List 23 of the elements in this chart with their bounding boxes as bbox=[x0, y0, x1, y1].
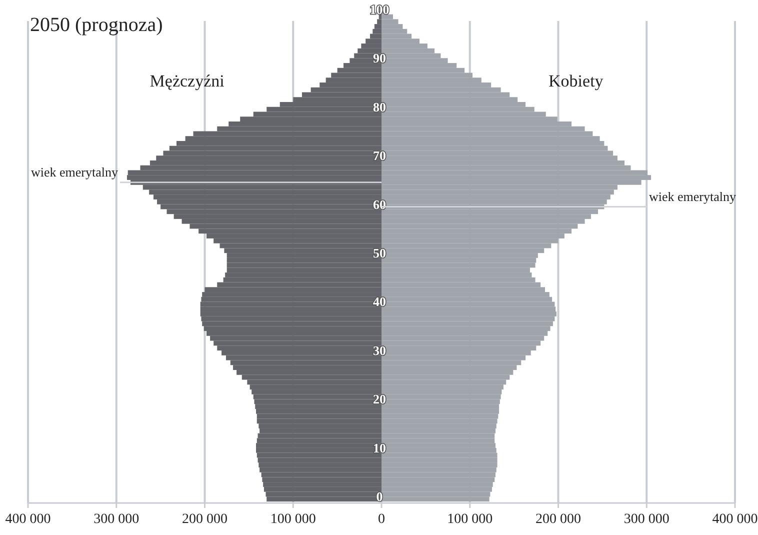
y-tick-label: 50 bbox=[373, 245, 386, 260]
series-label: Kobiety bbox=[548, 71, 604, 90]
text: 2050 (prognoza) bbox=[30, 14, 163, 36]
y-tick-label: 80 bbox=[373, 99, 386, 114]
x-tick-label: 400 000 bbox=[712, 512, 758, 527]
x-tick-label: 300 000 bbox=[94, 512, 140, 527]
ref-line-label: wiek emerytalny bbox=[649, 188, 736, 204]
series-label: Mężczyźni bbox=[150, 71, 225, 90]
y-tick-label: 30 bbox=[373, 342, 386, 358]
x-tick-label: 200 000 bbox=[182, 512, 228, 527]
x-tick-label: 100 000 bbox=[447, 512, 493, 527]
y-tick-label: 40 bbox=[373, 294, 386, 310]
ref-line-label: wiek emerytalny bbox=[31, 164, 118, 180]
y-tick-label: 10 bbox=[373, 440, 386, 456]
y-tick-label: 20 bbox=[373, 392, 386, 407]
y-tick-label: 70 bbox=[373, 148, 386, 164]
x-tick-label: 200 000 bbox=[536, 512, 581, 527]
x-tick-label: 300 000 bbox=[624, 512, 670, 527]
x-tick-label: 100 000 bbox=[270, 512, 316, 527]
y-tick-label: 90 bbox=[373, 50, 386, 66]
x-tick-label: 400 000 bbox=[5, 512, 51, 527]
y-tick-label: 100 bbox=[370, 2, 390, 17]
y-tick-label: 0 bbox=[376, 489, 383, 504]
